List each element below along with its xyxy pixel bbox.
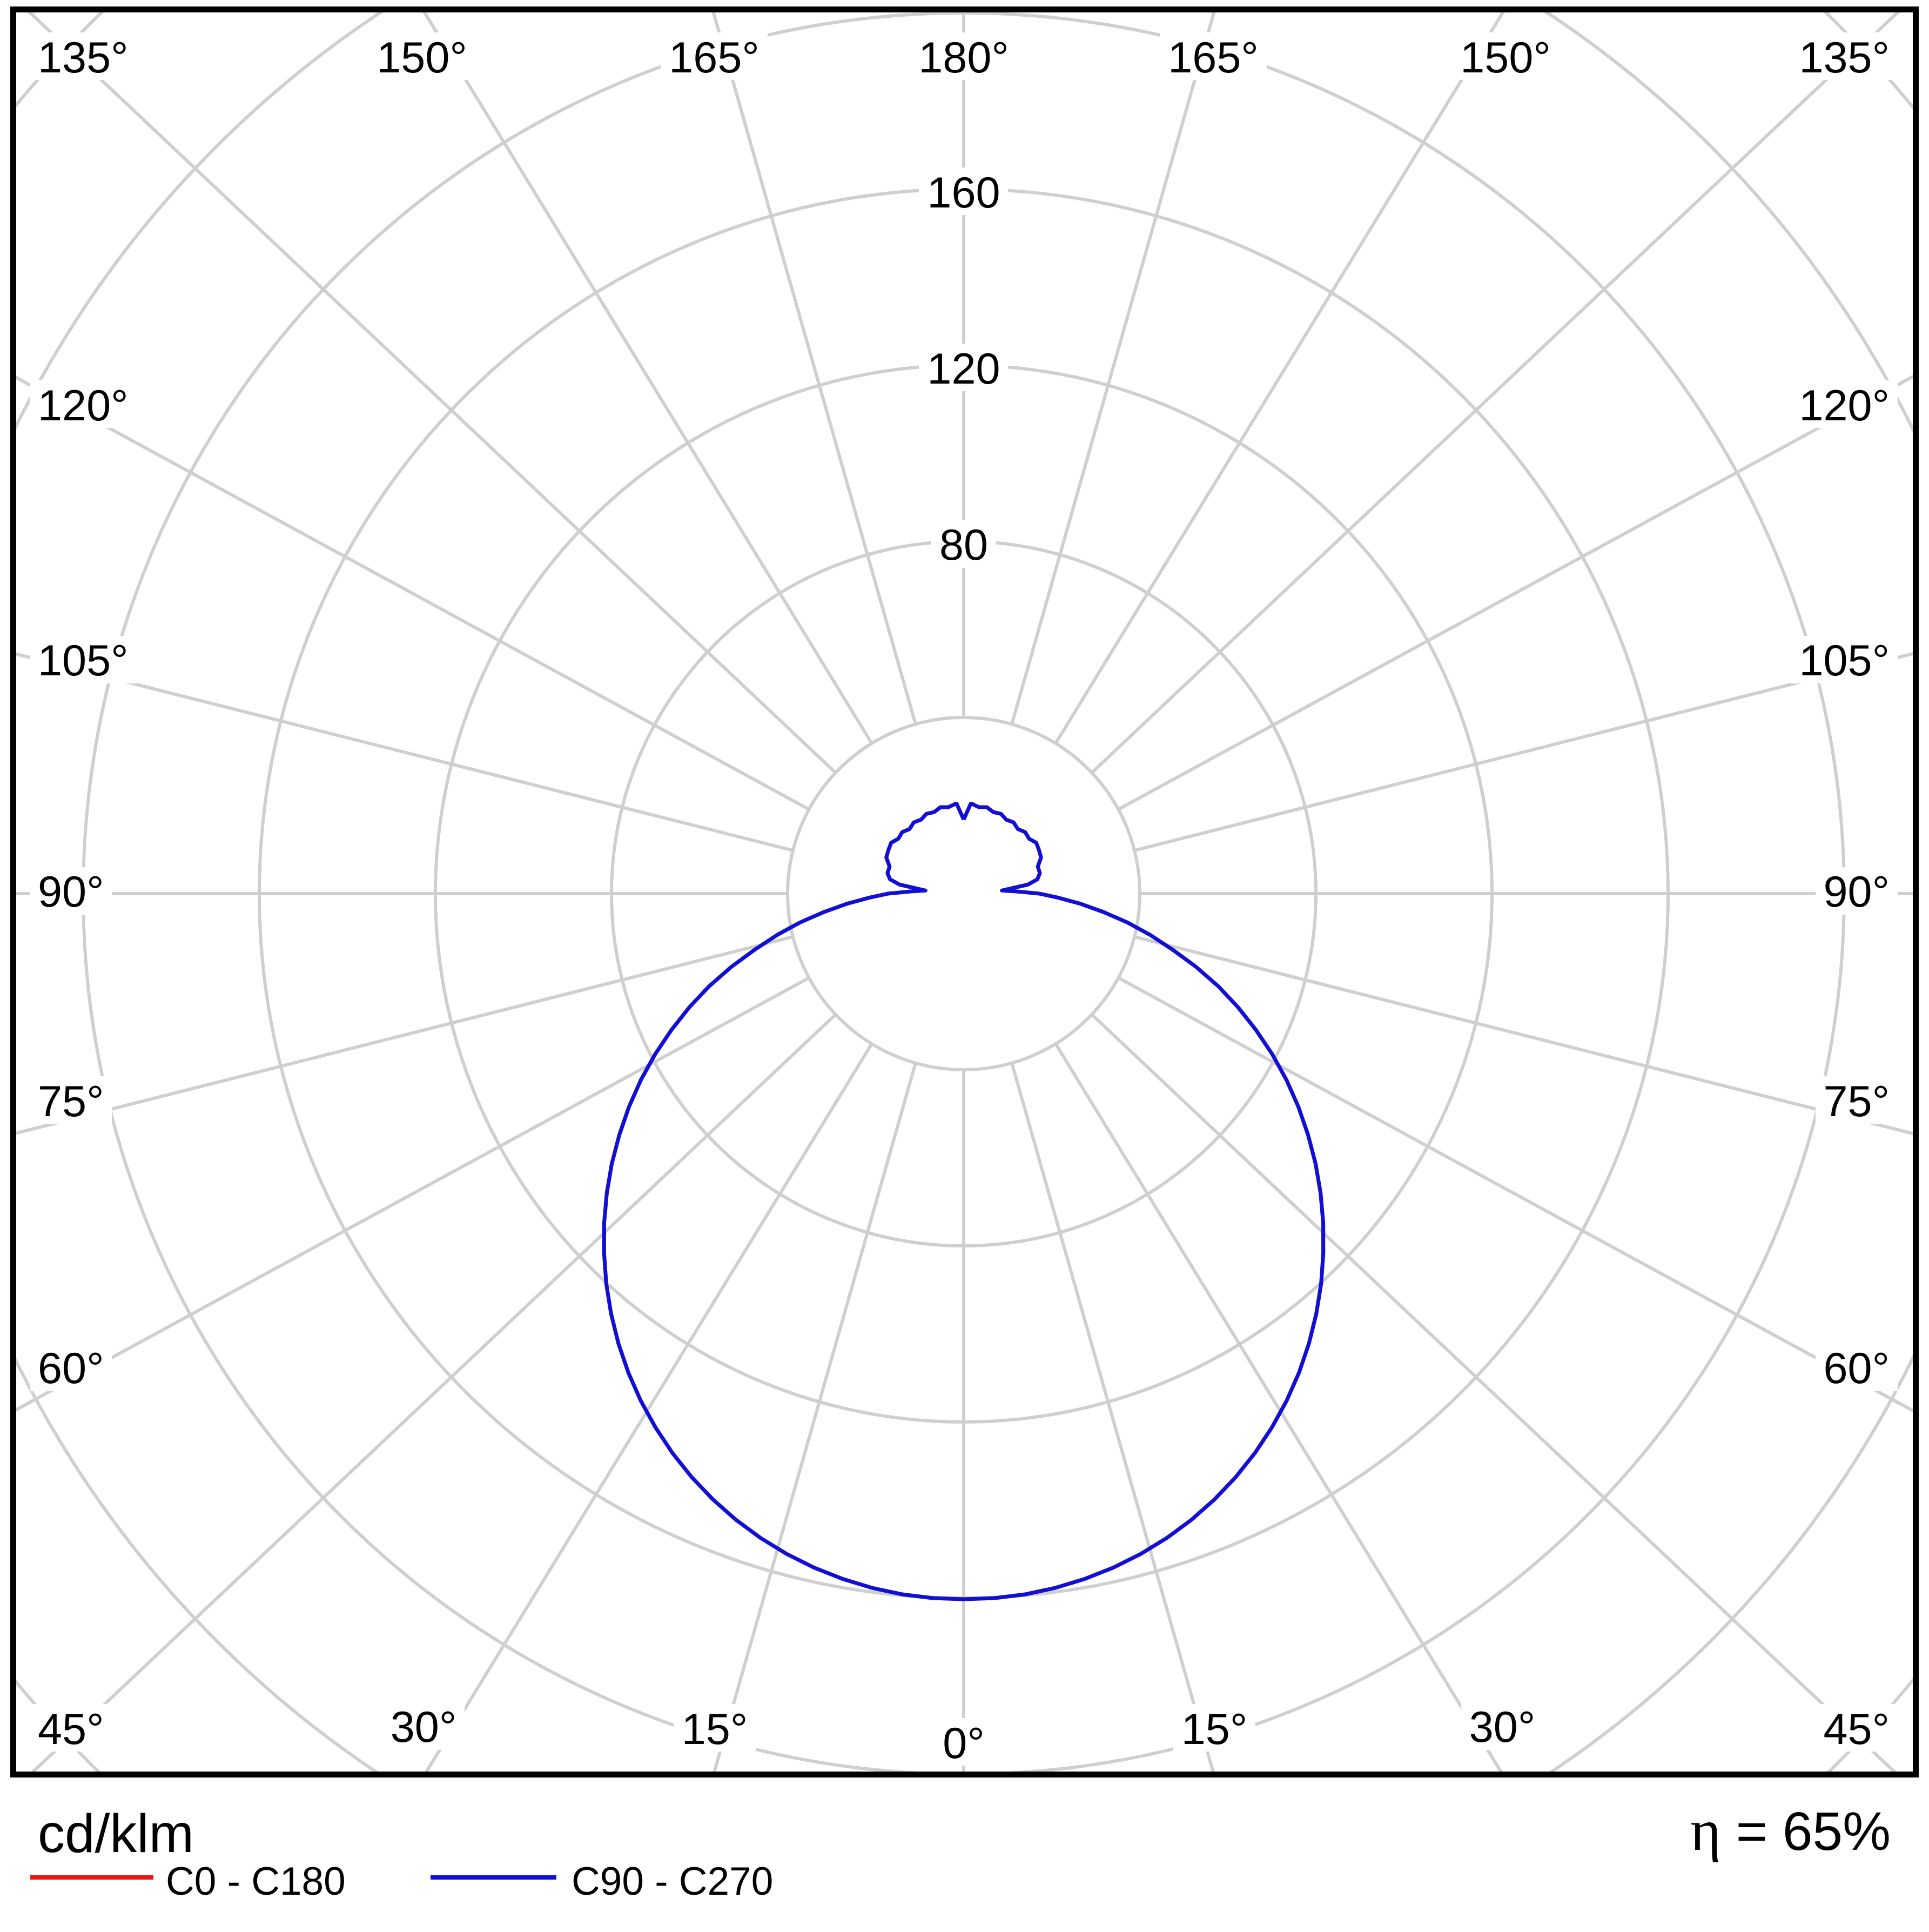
svg-text:45°: 45° — [38, 1705, 104, 1754]
svg-text:160: 160 — [927, 169, 1000, 217]
svg-text:30°: 30° — [1469, 1703, 1536, 1752]
svg-text:30°: 30° — [391, 1703, 457, 1752]
svg-text:C90 - C270: C90 - C270 — [572, 1860, 773, 1903]
svg-text:165°: 165° — [1168, 33, 1259, 82]
svg-text:120: 120 — [927, 345, 1000, 393]
svg-text:80: 80 — [939, 521, 988, 569]
svg-text:120°: 120° — [38, 381, 129, 430]
svg-text:60°: 60° — [1824, 1344, 1890, 1393]
svg-text:75°: 75° — [38, 1077, 104, 1126]
svg-text:η = 65%: η = 65% — [1690, 1799, 1891, 1863]
svg-text:45°: 45° — [1824, 1705, 1890, 1754]
svg-text:0°: 0° — [943, 1719, 984, 1768]
svg-text:150°: 150° — [1460, 33, 1551, 82]
svg-text:165°: 165° — [669, 33, 759, 82]
svg-text:C0 - C180: C0 - C180 — [166, 1860, 346, 1903]
svg-text:150°: 150° — [377, 33, 467, 82]
svg-text:135°: 135° — [1799, 33, 1890, 82]
svg-text:105°: 105° — [38, 636, 129, 685]
svg-text:15°: 15° — [1181, 1705, 1248, 1754]
svg-text:120°: 120° — [1799, 381, 1890, 430]
svg-text:135°: 135° — [38, 33, 129, 82]
svg-text:cd/klm: cd/klm — [38, 1803, 194, 1864]
svg-text:90°: 90° — [1824, 868, 1890, 916]
svg-text:15°: 15° — [682, 1705, 748, 1754]
svg-text:60°: 60° — [38, 1344, 104, 1393]
svg-text:90°: 90° — [38, 868, 104, 916]
svg-text:105°: 105° — [1799, 636, 1890, 685]
svg-text:75°: 75° — [1824, 1077, 1890, 1126]
svg-text:180°: 180° — [918, 33, 1009, 82]
